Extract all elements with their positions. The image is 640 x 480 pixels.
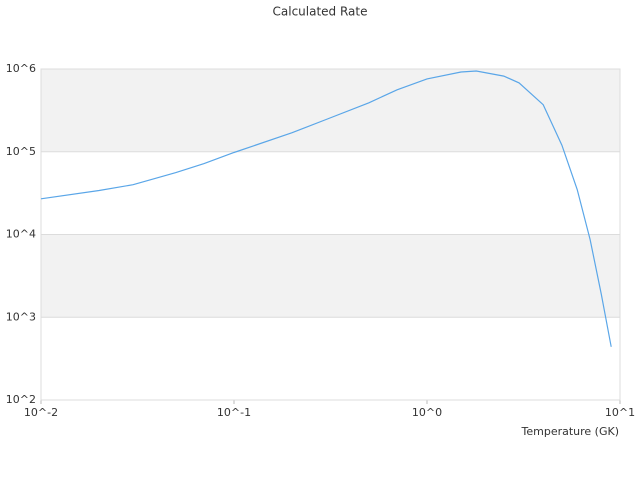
plot-band (41, 69, 620, 152)
x-tick-label: 10^1 (605, 406, 635, 419)
plot-band (41, 234, 620, 318)
x-tick-label: 10^-2 (24, 406, 58, 419)
y-tick-label: 10^3 (6, 310, 36, 323)
x-axis-label: Temperature (GK) (521, 425, 620, 438)
y-tick-label: 10^6 (6, 62, 36, 75)
plot-border (40, 68, 621, 401)
y-tick-label: 10^4 (6, 228, 36, 241)
x-tick-label: 10^0 (412, 406, 442, 419)
y-tick-label: 10^2 (6, 393, 36, 406)
y-tick-label: 10^5 (6, 145, 36, 158)
data-line (40, 70, 612, 347)
chart-title: Calculated Rate (273, 5, 368, 19)
x-tick-label: 10^-1 (217, 406, 251, 419)
